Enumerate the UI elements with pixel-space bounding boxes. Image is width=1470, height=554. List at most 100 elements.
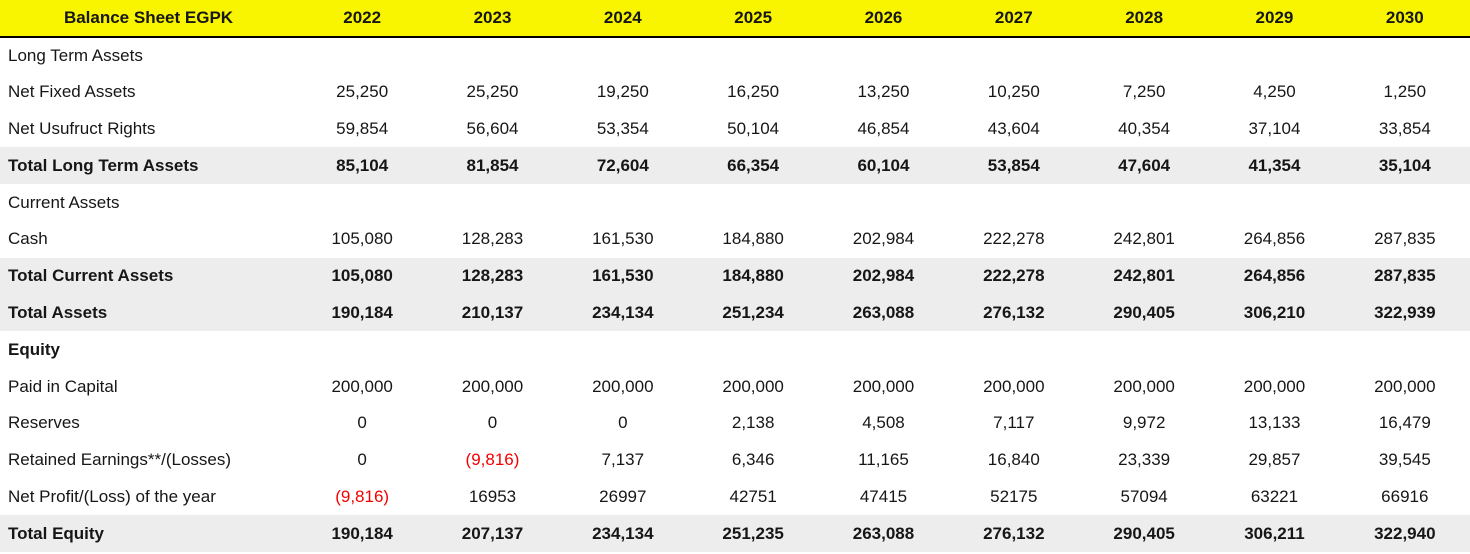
cell-value (1340, 331, 1470, 368)
cell-value: 7,250 (1122, 82, 1166, 102)
cell-value (558, 37, 688, 74)
cell-value: 251,235 (687, 515, 819, 553)
column-header-year: 2023 (427, 0, 558, 38)
cell-value: 66916 (1381, 486, 1429, 506)
cell-value: 40,354 (1118, 118, 1171, 138)
cell-value: 207,137 (427, 515, 558, 553)
row-label: Total Current Assets (0, 257, 297, 295)
cell-value: 0 (487, 413, 498, 433)
table-row: Net Fixed Assets 25,250 25,250 19,250 16,250… (0, 74, 1470, 111)
column-header-year: 2027 (948, 0, 1079, 38)
cell-value (818, 37, 948, 74)
cell-value: 200,000 (983, 376, 1045, 396)
cell-value: 66,354 (687, 147, 819, 185)
cell-value (1079, 331, 1209, 368)
table-row: Total Assets 190,184 210,137 234,134 251,234… (0, 294, 1470, 332)
row-label: Cash (8, 229, 48, 249)
cell-value: 42751 (729, 486, 777, 506)
cell-value (688, 184, 818, 221)
row-label: Net Fixed Assets (8, 82, 136, 102)
cell-value: 47,604 (1078, 147, 1210, 185)
cell-value: 16,840 (987, 450, 1040, 470)
cell-value: 53,354 (596, 118, 649, 138)
cell-value (688, 331, 818, 368)
cell-value: 242,801 (1113, 229, 1175, 249)
row-label: Retained Earnings**/(Losses) (8, 450, 232, 470)
cell-value: 264,856 (1209, 257, 1340, 295)
cell-value: 41,354 (1209, 147, 1340, 185)
table-row: Paid in Capital 200,000 200,000 200,000 200,… (0, 368, 1470, 405)
cell-value: 200,000 (852, 376, 915, 396)
row-label: Total Assets (0, 294, 297, 332)
cell-value (1079, 184, 1209, 221)
column-header-year: 2022 (297, 0, 428, 38)
cell-value: 306,210 (1209, 294, 1340, 332)
cell-value (688, 37, 818, 74)
cell-value (427, 331, 557, 368)
cell-value: 276,132 (948, 515, 1079, 553)
cell-value: 105,080 (331, 229, 393, 249)
cell-value: 202,984 (852, 229, 915, 249)
cell-value: 23,339 (1118, 450, 1171, 470)
cell-value: 222,278 (983, 229, 1045, 249)
cell-value (818, 331, 948, 368)
column-header-year: 2025 (687, 0, 819, 38)
cell-value: 59,854 (336, 118, 389, 138)
cell-value: 200,000 (1113, 376, 1175, 396)
table-row: Net Profit/(Loss) of the year (9,816) 1695… (0, 479, 1470, 516)
cell-value: 16953 (468, 486, 517, 506)
cell-value: 290,405 (1078, 515, 1210, 553)
table-body: Long Term Assets Net Fixed Assets 25,250 25… (0, 37, 1470, 553)
cell-value (1340, 184, 1470, 221)
table-row: Cash 105,080 128,283 161,530 184,880 202,984 2… (0, 221, 1470, 258)
table-row: Net Usufruct Rights 59,854 56,604 53,354 50,… (0, 111, 1470, 148)
cell-value (427, 184, 557, 221)
row-label: Total Long Term Assets (0, 147, 297, 185)
cell-value: 200,000 (1243, 376, 1306, 396)
cell-value: 43,604 (987, 118, 1040, 138)
column-header-year: 2030 (1339, 0, 1470, 38)
column-header-year: 2029 (1209, 0, 1340, 38)
column-header-year: 2024 (557, 0, 688, 38)
cell-value (558, 184, 688, 221)
cell-value (1209, 184, 1339, 221)
cell-value: 200,000 (592, 376, 654, 396)
cell-value: 29,857 (1248, 450, 1301, 470)
cell-value: 200,000 (331, 376, 393, 396)
cell-value: 306,211 (1209, 515, 1340, 553)
cell-value: 276,132 (948, 294, 1079, 332)
cell-value: 184,880 (722, 229, 784, 249)
cell-value: 63221 (1250, 486, 1299, 506)
cell-value: 264,856 (1243, 229, 1306, 249)
cell-value: 11,165 (858, 450, 909, 470)
cell-value: 210,137 (427, 294, 558, 332)
cell-value: 4,508 (862, 413, 905, 433)
cell-value: 19,250 (596, 82, 649, 102)
cell-value: 1,250 (1383, 82, 1427, 102)
cell-value: 4,250 (1253, 82, 1296, 102)
cell-value: 10,250 (987, 82, 1040, 102)
table-row: Total Long Term Assets 85,104 81,854 72,604… (0, 147, 1470, 185)
cell-value: 322,939 (1339, 294, 1470, 332)
cell-value: 72,604 (557, 147, 688, 185)
cell-value: 222,278 (948, 257, 1079, 295)
table-row: Current Assets (0, 184, 1470, 221)
cell-value: 50,104 (727, 118, 780, 138)
column-header-year: 2028 (1078, 0, 1210, 38)
cell-value: 33,854 (1378, 118, 1431, 138)
cell-value: 2,138 (731, 413, 775, 433)
cell-value (818, 184, 948, 221)
cell-value: 13,250 (857, 82, 910, 102)
cell-value: 0 (357, 450, 367, 470)
cell-value: 60,104 (818, 147, 949, 185)
cell-value: 202,984 (818, 257, 949, 295)
cell-value: 287,835 (1339, 257, 1470, 295)
cell-value: 322,940 (1339, 515, 1470, 553)
cell-value: 190,184 (297, 294, 428, 332)
cell-value: 13,133 (1248, 413, 1301, 433)
cell-value: 287,835 (1374, 229, 1436, 249)
row-label: Net Profit/(Loss) of the year (8, 486, 216, 506)
cell-value: 16,250 (727, 82, 780, 102)
table-row: Reserves 0 0 0 2,138 4,508 7,117 9,972 13,133 16,… (0, 405, 1470, 442)
